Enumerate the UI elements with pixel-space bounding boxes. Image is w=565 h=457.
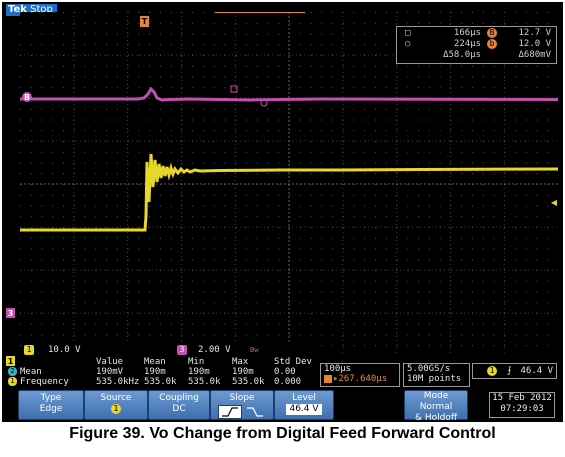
run-state: Stop: [30, 4, 53, 15]
cursor-delta-volt: Δ680mV: [518, 50, 551, 60]
brand-logo: Tek: [8, 4, 27, 15]
cursor-delta-time: Δ58.0µs: [443, 50, 481, 60]
ch3-scale-value: 2.00 V: [198, 345, 231, 355]
meas-row-min: 190m: [188, 367, 210, 377]
type-button[interactable]: Type Edge: [18, 390, 84, 420]
meas-row-stddev: 0.00: [274, 367, 296, 377]
time: 07:29:03: [500, 404, 544, 414]
ch1-ground-marker: 1: [6, 356, 15, 366]
level-button[interactable]: Level 46.4 V: [274, 390, 334, 420]
meas-row-ch-badge: 2: [8, 367, 17, 376]
cursor-b-volt: 12.0 V: [518, 39, 551, 49]
ch3-ground-marker: B: [22, 92, 32, 102]
type-value: Edge: [39, 404, 63, 414]
slope-label: Slope: [229, 393, 255, 403]
oscilloscope-screen: Tek Stop: [2, 2, 563, 422]
trigger-slope-icon: ⨍: [507, 366, 512, 376]
graticule: [20, 12, 558, 356]
source-label: Source: [100, 393, 132, 403]
ch3-scale-badge[interactable]: 3: [177, 345, 187, 355]
meas-row-name: Mean: [20, 367, 42, 377]
trigger-level-marker: ◀: [550, 198, 558, 207]
cursor-a-volt: 12.7 V: [518, 28, 551, 38]
meas-header-value: Value: [96, 357, 124, 367]
date: 15 Feb 2012: [492, 393, 552, 403]
figure-caption: Figure 39. Vo Change from Digital Feed F…: [69, 425, 496, 442]
cursor-b-channel: b: [487, 39, 497, 49]
horizontal-readout[interactable]: 100µs ▸267.640µs: [320, 363, 400, 387]
cursor-a-channel: B: [487, 28, 497, 38]
trigger-menu-bar: Type Edge Source 1 Coupling DC Slope Lev…: [2, 388, 563, 423]
mode-label: Mode: [423, 391, 449, 401]
meas-row-name: Frequency: [20, 377, 69, 387]
ch1-waveform: [20, 153, 558, 232]
meas-row-max: 535.0k: [232, 377, 265, 387]
ch3-bw-limit-icon: Bw: [250, 346, 259, 354]
ch1-scale-value: 10.0 V: [48, 345, 81, 355]
source-value: 1: [85, 404, 147, 415]
cursor-a-time: 166µs: [453, 28, 481, 38]
meas-row-value: 535.0kHz: [96, 377, 140, 387]
cursor-a-square: [230, 85, 238, 93]
meas-header-min: Min: [188, 357, 205, 367]
trigger-source-badge: 1: [487, 366, 497, 376]
mode-value-normal: Normal: [419, 402, 453, 412]
trigger-level-value: 46.4 V: [520, 366, 553, 376]
ch3-offset-marker: 3: [6, 308, 15, 318]
horizontal-scale: 100µs: [324, 364, 352, 374]
measurement-table: Value Mean Min Max Std Dev 2 Mean 190mV …: [4, 357, 318, 387]
rising-edge-icon[interactable]: [217, 405, 242, 419]
date-time: 15 Feb 2012 07:29:03: [489, 392, 555, 418]
cursor-b-time: 224µs: [453, 39, 481, 49]
cursor-b-icon: ○: [405, 39, 411, 49]
record-length: 10M points: [407, 374, 462, 384]
mode-value-holdoff: & Holdoff: [414, 413, 458, 423]
meas-row-ch-badge: 1: [8, 377, 17, 386]
slope-options: [211, 405, 273, 419]
level-value: 46.4 V: [286, 404, 322, 415]
type-label: Type: [40, 393, 62, 403]
cursor-b-dot: [260, 99, 268, 107]
trigger-position-marker: T: [140, 16, 149, 27]
meas-header-stddev: Std Dev: [274, 357, 312, 367]
ch1-scale-badge[interactable]: 1: [24, 345, 34, 355]
channel-scale-bar: 1 10.0 V 3 2.00 V Bw: [22, 344, 312, 356]
sample-rate: 5.00GS/s: [407, 364, 451, 374]
coupling-value: DC: [172, 404, 186, 414]
meas-row-mean: 535.0k: [144, 377, 177, 387]
trigger-readout[interactable]: 1 ⨍ 46.4 V: [472, 363, 557, 379]
slope-button[interactable]: Slope: [210, 390, 274, 420]
meas-row-stddev: 0.000: [274, 377, 302, 387]
meas-row-min: 535.0k: [188, 377, 221, 387]
source-button[interactable]: Source 1: [84, 390, 148, 420]
falling-edge-icon[interactable]: [244, 406, 266, 418]
coupling-label: Coupling: [159, 393, 199, 403]
horizontal-position: ▸267.640µs: [324, 374, 399, 384]
coupling-button[interactable]: Coupling DC: [148, 390, 210, 420]
mode-button[interactable]: Mode Normal & Holdoff: [404, 390, 468, 423]
cursor-readout: □ 166µs B 12.7 V ○ 224µs b 12.0 V Δ58.0µ…: [396, 26, 557, 64]
meas-header-max: Max: [232, 357, 249, 367]
ch3-waveform: [20, 86, 558, 102]
cursor-a-icon: □: [405, 28, 411, 38]
acquisition-readout[interactable]: 5.00GS/s 10M points: [403, 363, 470, 387]
meas-row-max: 190m: [232, 367, 254, 377]
meas-header-mean: Mean: [144, 357, 166, 367]
meas-row-value: 190mV: [96, 367, 124, 377]
meas-row-mean: 190m: [144, 367, 166, 377]
center-axes: [20, 12, 558, 356]
level-label: Level: [292, 393, 316, 403]
